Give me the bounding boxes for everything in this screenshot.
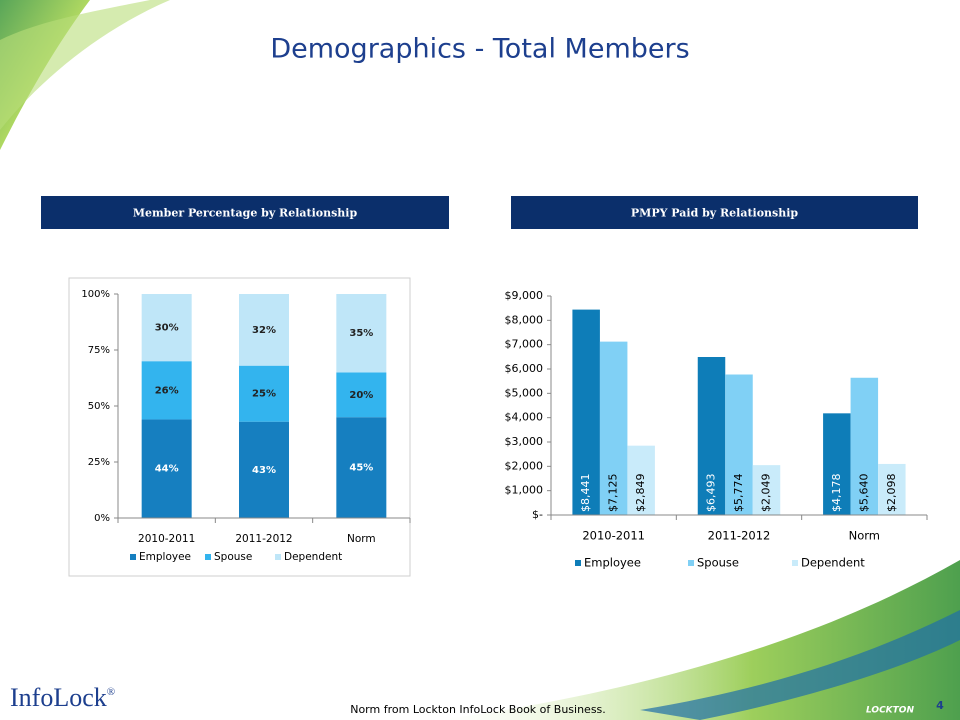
legend-label: Dependent bbox=[284, 551, 342, 563]
y-tick-label: $9,000 bbox=[505, 289, 544, 302]
legend-swatch bbox=[792, 560, 798, 566]
y-tick-label: $8,000 bbox=[505, 313, 544, 326]
data-label: $2,049 bbox=[760, 474, 773, 513]
data-label: 45% bbox=[349, 463, 373, 474]
y-tick-label: 25% bbox=[88, 457, 110, 468]
y-tick-label: $5,000 bbox=[505, 386, 544, 399]
x-tick-label: 2010-2011 bbox=[138, 533, 195, 545]
y-tick-label: $4,000 bbox=[505, 411, 544, 424]
chart-banner bbox=[41, 196, 449, 229]
data-label: 26% bbox=[155, 385, 179, 396]
bar bbox=[239, 365, 289, 422]
bar bbox=[878, 463, 906, 515]
data-label: 30% bbox=[155, 323, 179, 334]
data-label: 25% bbox=[252, 389, 276, 400]
bar bbox=[239, 294, 289, 366]
legend-label: Employee bbox=[584, 556, 641, 570]
x-tick-label: 2010-2011 bbox=[582, 529, 645, 543]
data-label: 35% bbox=[349, 328, 373, 339]
bar bbox=[627, 445, 655, 515]
legend-label: Dependent bbox=[801, 556, 865, 570]
data-label: $4,178 bbox=[830, 474, 843, 513]
bar bbox=[239, 421, 289, 518]
slide-title: Demographics - Total Members bbox=[270, 34, 689, 65]
brand-logo: InfoLock® bbox=[10, 683, 115, 712]
decor-swoosh bbox=[640, 610, 960, 720]
bar bbox=[141, 419, 192, 518]
bar bbox=[725, 374, 753, 515]
data-label: $7,125 bbox=[607, 474, 620, 513]
y-tick-label: $7,000 bbox=[505, 338, 544, 351]
chart-title: PMPY Paid by Relationship bbox=[631, 207, 799, 220]
x-tick-label: 2011-2012 bbox=[708, 529, 771, 543]
y-tick-label: 100% bbox=[81, 289, 110, 300]
data-label: 20% bbox=[349, 390, 373, 401]
bar bbox=[141, 361, 192, 420]
brand-mark: ® bbox=[107, 686, 115, 698]
legend-swatch bbox=[688, 560, 694, 566]
y-tick-label: $1,000 bbox=[505, 484, 544, 497]
y-tick-label: $- bbox=[532, 508, 543, 521]
y-tick-label: 75% bbox=[88, 345, 110, 356]
data-label: $8,441 bbox=[579, 474, 592, 513]
brand-name: InfoLock bbox=[10, 683, 107, 712]
legend-swatch bbox=[575, 560, 581, 566]
decor-swoosh bbox=[440, 560, 960, 720]
bar bbox=[572, 309, 600, 515]
legend-swatch bbox=[275, 554, 281, 560]
bar bbox=[752, 465, 781, 515]
footnote: Norm from Lockton InfoLock Book of Busin… bbox=[350, 703, 606, 716]
decor-swoosh bbox=[0, 0, 170, 130]
bar bbox=[697, 357, 726, 515]
y-tick-label: $2,000 bbox=[505, 459, 544, 472]
bar bbox=[336, 294, 387, 373]
legend-label: Employee bbox=[139, 551, 191, 563]
x-tick-label: Norm bbox=[849, 529, 880, 543]
data-label: $2,849 bbox=[634, 474, 647, 513]
data-label: 43% bbox=[252, 465, 276, 476]
data-label: $2,098 bbox=[885, 474, 898, 513]
x-tick-label: 2011-2012 bbox=[235, 533, 292, 545]
chart-banner bbox=[511, 196, 918, 229]
chart-title: Member Percentage by Relationship bbox=[133, 207, 358, 220]
bar bbox=[599, 341, 628, 515]
bar bbox=[823, 413, 851, 515]
legend-swatch bbox=[130, 554, 136, 560]
bar bbox=[336, 417, 387, 518]
chart-frame bbox=[68, 277, 411, 577]
y-tick-label: $6,000 bbox=[505, 362, 544, 375]
legend-label: Spouse bbox=[697, 556, 739, 570]
page-number: 4 bbox=[936, 699, 944, 712]
company-logo: LOCKTON bbox=[866, 706, 914, 716]
data-label: $5,774 bbox=[732, 474, 745, 513]
data-label: 32% bbox=[252, 325, 276, 336]
legend-swatch bbox=[205, 554, 211, 560]
data-label: $5,640 bbox=[857, 474, 870, 513]
y-tick-label: $3,000 bbox=[505, 435, 544, 448]
bar bbox=[850, 377, 879, 515]
y-tick-label: 50% bbox=[88, 401, 110, 412]
y-tick-label: 0% bbox=[94, 513, 110, 524]
bar bbox=[141, 294, 192, 362]
data-label: 44% bbox=[155, 464, 179, 475]
x-tick-label: Norm bbox=[347, 533, 376, 545]
data-label: $6,493 bbox=[705, 474, 718, 513]
bar bbox=[336, 372, 387, 418]
legend-label: Spouse bbox=[214, 551, 252, 563]
